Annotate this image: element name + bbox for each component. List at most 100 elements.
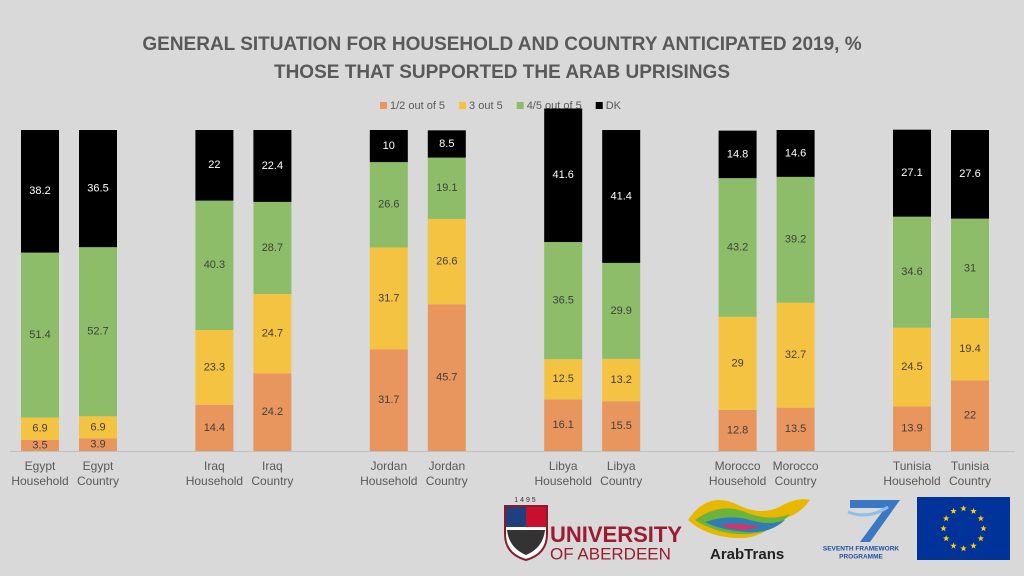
data-label: 14.4 — [204, 422, 225, 434]
eu-star — [977, 515, 985, 522]
x-tick-label: Libya Household — [534, 459, 592, 488]
eu-star — [960, 545, 967, 552]
eu-star — [960, 505, 967, 512]
data-label: 31.7 — [378, 394, 399, 406]
bar-segment — [951, 218, 989, 319]
bar-segment — [718, 130, 757, 179]
eu-flag — [917, 497, 1010, 560]
data-label: 13.9 — [901, 423, 922, 435]
bar-segment — [893, 216, 931, 328]
data-label: 10 — [383, 140, 395, 152]
x-tick-label: Libya Country — [600, 459, 643, 488]
bar-segment — [253, 201, 292, 295]
eu-star — [942, 515, 950, 522]
data-label: 40.3 — [204, 259, 225, 271]
data-label: 24.5 — [901, 361, 922, 373]
x-tick-label: Jordan Household — [360, 459, 418, 488]
chart-subtitle: THOSE THAT SUPPORTED THE ARAB UPRISINGS — [274, 62, 730, 83]
logo-university: UNIVERSITY — [550, 522, 682, 547]
data-label: 24.2 — [262, 406, 283, 418]
eu-star — [980, 525, 987, 532]
data-label: 36.5 — [552, 295, 573, 307]
bar-segment — [602, 130, 641, 263]
bar-segment — [951, 130, 989, 219]
data-label: 6.9 — [32, 423, 47, 435]
bar-segment — [427, 218, 466, 305]
data-label: 41.6 — [552, 169, 573, 181]
data-label: 13.2 — [610, 374, 631, 386]
data-label: 24.7 — [262, 328, 283, 340]
data-label: 29 — [731, 357, 743, 369]
aberdeen-logo: 1 4 9 5 UNIVERSITY OF ABERDEEN — [504, 497, 682, 563]
data-label: 38.2 — [29, 185, 50, 197]
data-label: 16.1 — [552, 419, 573, 431]
bar-segment — [776, 176, 815, 303]
bar-segment — [253, 130, 292, 202]
legend-label: 1/2 out of 5 — [390, 100, 445, 112]
data-label: 45.7 — [436, 372, 457, 384]
bar-segment — [369, 247, 408, 350]
bar-segment — [602, 262, 641, 359]
bar-segment — [893, 129, 931, 217]
legend-swatch — [380, 102, 387, 109]
bar-segment — [893, 406, 931, 451]
data-label: 14.8 — [727, 148, 748, 160]
data-label: 22.4 — [262, 160, 283, 172]
logo-arabtrans: ArabTrans — [710, 546, 784, 563]
data-label: 22 — [964, 410, 976, 422]
data-label: 31.7 — [378, 292, 399, 304]
data-label: 34.6 — [901, 266, 922, 278]
bar-segment — [427, 130, 466, 158]
x-tick-label: Iraq Country — [251, 459, 294, 488]
bar-segment — [893, 327, 931, 407]
bar-segment — [951, 318, 989, 381]
bar-segment — [79, 438, 117, 451]
data-label: 22 — [208, 159, 220, 171]
data-label: 28.7 — [262, 242, 283, 254]
logo-fp7-line2: PROGRAMME — [839, 554, 883, 561]
data-label: 52.7 — [87, 326, 108, 338]
bar-segment — [544, 242, 583, 360]
bar-segment — [718, 316, 757, 410]
bar-segment — [951, 380, 989, 451]
bar-segment — [21, 252, 59, 418]
data-label: 27.6 — [959, 168, 980, 180]
bar-segment — [718, 178, 757, 317]
data-label: 14.6 — [785, 147, 806, 159]
data-label: 13.5 — [785, 423, 806, 435]
bar-segment — [79, 416, 117, 439]
data-label: 19.1 — [436, 182, 457, 194]
bar-segment — [79, 247, 117, 417]
data-label: 15.5 — [610, 420, 631, 432]
logo-year: 1 4 9 5 — [514, 497, 536, 504]
bar-segment — [544, 399, 583, 451]
logo-fp7-line1: SEVENTH FRAMEWORK — [823, 546, 900, 553]
bar-segment — [369, 162, 408, 248]
data-label: 6.9 — [90, 421, 105, 433]
bar-segment — [776, 302, 815, 408]
bar-segment — [602, 358, 641, 402]
eu-star — [950, 542, 957, 549]
bar-segment — [195, 200, 234, 330]
data-label: 27.1 — [901, 167, 922, 179]
bar-segment — [21, 130, 59, 253]
eu-star — [977, 535, 985, 542]
x-tick-label: Morocco Household — [708, 459, 767, 488]
data-label: 36.5 — [87, 182, 108, 194]
x-tick-label: Egypt Household — [11, 459, 69, 488]
legend-label: DK — [606, 100, 622, 112]
legend-swatch — [516, 102, 524, 109]
eu-star — [970, 507, 977, 514]
bar-segment — [79, 130, 117, 248]
data-label: 19.4 — [959, 343, 980, 355]
bar-segment — [253, 373, 292, 451]
bar-segment — [195, 130, 234, 201]
logo-aberdeen: OF ABERDEEN — [550, 544, 671, 563]
x-tick-label: Egypt Country — [76, 459, 120, 488]
bar-segment — [776, 130, 815, 177]
bar-segment — [369, 349, 408, 451]
x-tick-label: Tunisia Country — [948, 459, 992, 488]
data-label: 26.6 — [378, 199, 399, 211]
